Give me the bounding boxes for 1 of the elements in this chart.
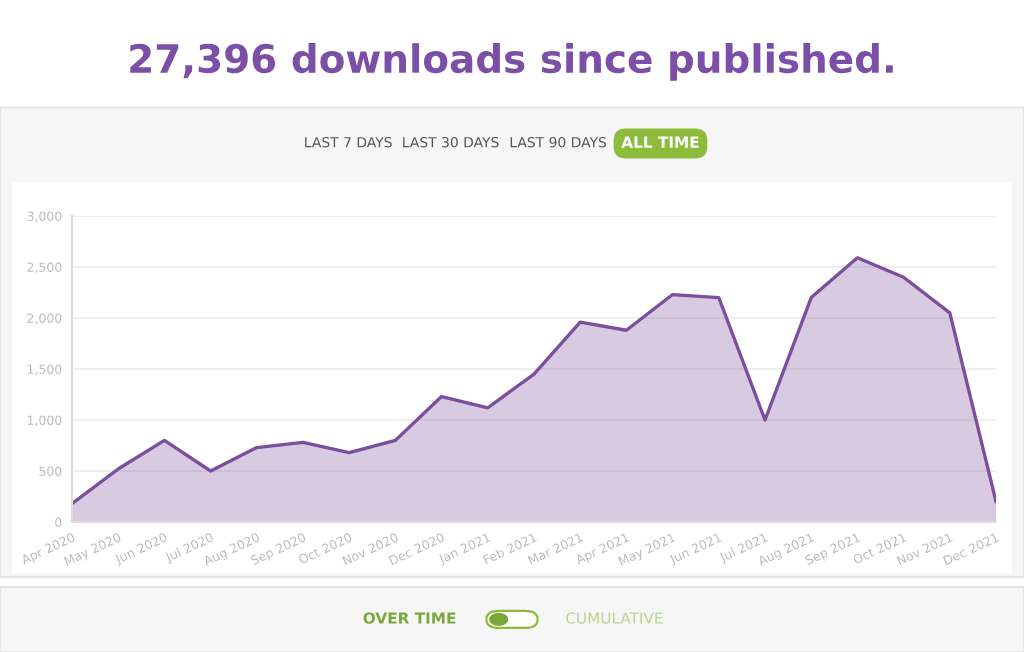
- chart-title: 27,396 downloads since published.: [130, 43, 893, 81]
